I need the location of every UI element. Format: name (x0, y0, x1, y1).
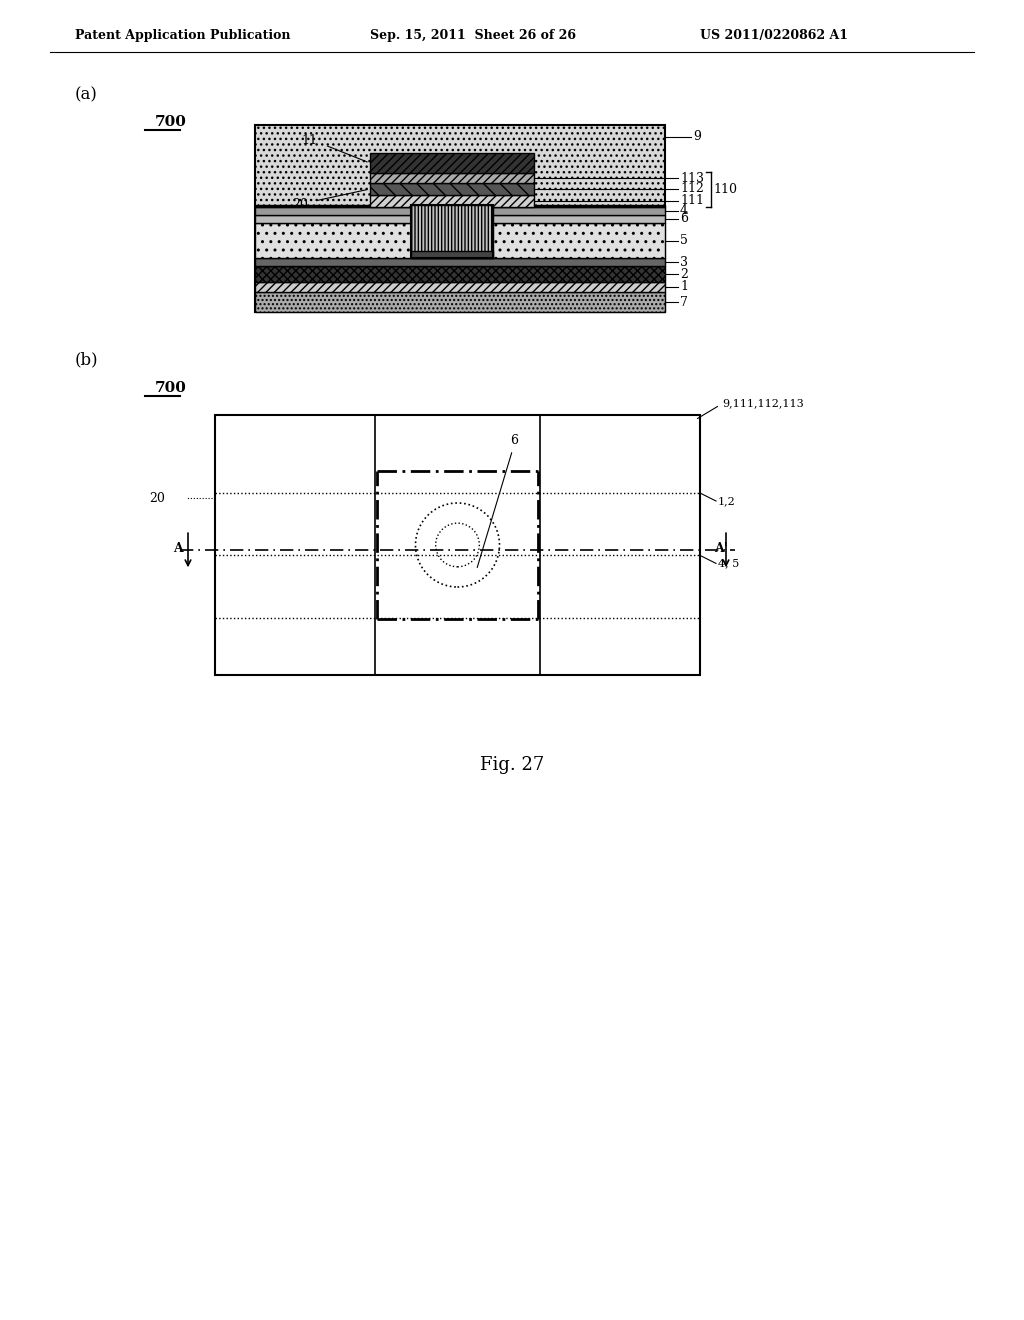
Text: 11: 11 (302, 135, 317, 148)
Text: 4: 4 (680, 205, 688, 218)
Text: 113: 113 (680, 172, 705, 185)
Text: 700: 700 (155, 115, 186, 129)
Bar (411, 205, 493, 257)
Text: 111: 111 (680, 194, 705, 207)
Bar (255, 223, 665, 257)
Text: 9,111,112,113: 9,111,112,113 (722, 399, 804, 408)
Bar (411, 251, 493, 257)
Text: 1,2: 1,2 (718, 496, 736, 506)
Text: 1: 1 (680, 281, 688, 293)
Text: Fig. 27: Fig. 27 (480, 756, 544, 774)
Text: Sep. 15, 2011  Sheet 26 of 26: Sep. 15, 2011 Sheet 26 of 26 (370, 29, 575, 41)
Bar (215, 414, 700, 675)
Text: 6: 6 (511, 433, 518, 446)
Text: 7: 7 (680, 296, 688, 309)
Text: 20: 20 (292, 198, 307, 211)
Bar (411, 205, 493, 257)
Text: A': A' (714, 541, 728, 554)
Text: Patent Application Publication: Patent Application Publication (75, 29, 291, 41)
Bar (255, 215, 665, 223)
Bar (255, 257, 665, 267)
Text: 6: 6 (680, 213, 688, 226)
Text: 112: 112 (680, 182, 703, 195)
Text: 2: 2 (680, 268, 688, 281)
Bar (255, 125, 665, 312)
Bar (255, 207, 665, 215)
Text: 5: 5 (680, 234, 688, 247)
Text: 3: 3 (680, 256, 688, 268)
Text: (a): (a) (75, 87, 98, 103)
Text: US 2011/0220862 A1: US 2011/0220862 A1 (700, 29, 848, 41)
Bar (370, 183, 534, 195)
Bar (370, 195, 534, 207)
Text: (b): (b) (75, 351, 98, 368)
Text: 20: 20 (150, 491, 165, 504)
Text: 9: 9 (693, 131, 700, 144)
Bar (255, 292, 665, 312)
Bar (370, 153, 534, 173)
Text: 110: 110 (713, 183, 737, 195)
Text: 700: 700 (155, 381, 186, 395)
Text: 4, 5: 4, 5 (718, 558, 739, 569)
Bar (255, 282, 665, 292)
Bar (255, 205, 665, 207)
Bar (370, 173, 534, 183)
Bar (255, 267, 665, 282)
Text: A: A (173, 541, 182, 554)
